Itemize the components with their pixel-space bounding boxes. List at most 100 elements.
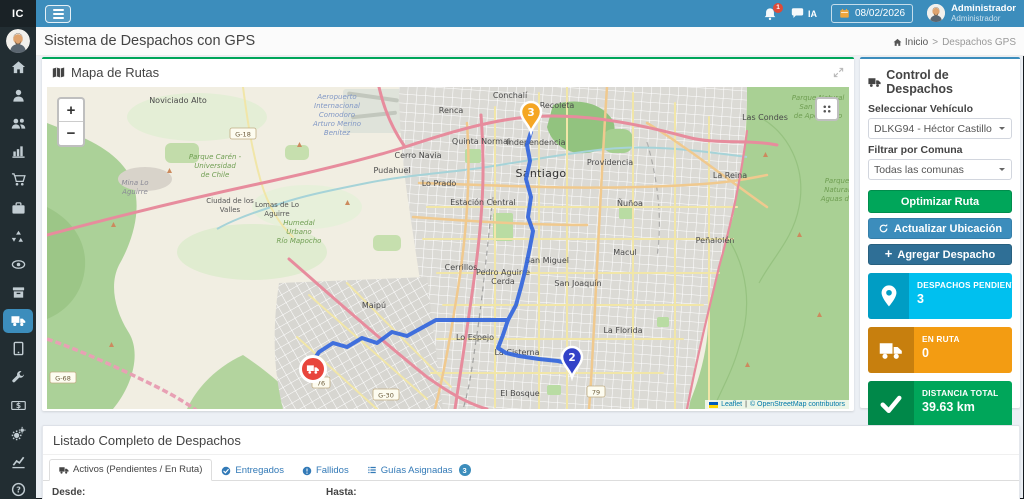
sidebar-item-finance[interactable] <box>0 391 36 419</box>
user-name: Administrador <box>951 3 1016 15</box>
question-icon <box>11 482 26 497</box>
breadcrumb-current: Despachos GPS <box>942 37 1016 48</box>
sidebar-item-settings[interactable] <box>0 419 36 447</box>
sidebar-item-reports[interactable] <box>0 138 36 166</box>
comuna-select[interactable]: Todas las comunas <box>868 159 1012 180</box>
breadcrumb-separator: > <box>932 37 939 48</box>
map-label: Río Mapocho <box>277 237 322 245</box>
sidebar-item-purchases[interactable] <box>0 194 36 222</box>
tablet-icon <box>11 341 26 356</box>
sidebar-nav <box>0 27 36 499</box>
chat-icon <box>791 7 804 20</box>
map-label: Arturo Merino <box>312 120 361 128</box>
tab-failed[interactable]: Fallidos <box>293 461 358 481</box>
user-menu[interactable]: Administrador Administrador <box>927 3 1016 24</box>
archive-icon <box>11 285 26 300</box>
zoom-out-button[interactable]: − <box>66 125 76 142</box>
sidebar-toggle-button[interactable] <box>45 4 71 23</box>
optimize-route-button[interactable]: Optimizar Ruta <box>868 190 1012 213</box>
sidebar-avatar[interactable] <box>6 29 30 53</box>
notifications-button[interactable]: 1 <box>763 2 783 21</box>
sidebar-item-help[interactable] <box>0 476 36 499</box>
dispatch-control-panel: Control de Despachos Seleccionar Vehícul… <box>860 57 1020 427</box>
tab-assigned-guides[interactable]: Guías Asignadas 3 <box>358 460 480 481</box>
dispatch-list-card: Listado Completo de Despachos Activos (P… <box>42 425 1020 499</box>
svg-text:3: 3 <box>527 107 534 119</box>
stat-label: DESPACHOS PENDIENT... <box>917 280 1012 290</box>
sidebar-item-home[interactable] <box>0 53 36 81</box>
map-card: Mapa de Rutas <box>42 57 854 411</box>
date-range-row: Desde: Hasta: <box>43 481 1019 499</box>
pin-icon <box>868 273 910 319</box>
map-label: Comodoro <box>319 111 355 119</box>
ai-label: IA <box>808 8 817 19</box>
map-label: Lo Espejo <box>456 333 494 342</box>
map-label: Natural <box>824 186 849 194</box>
map-label: Aguirre <box>264 210 289 218</box>
to-label: Hasta: <box>326 487 357 498</box>
gears-icon <box>11 426 26 441</box>
ai-assistant-button[interactable]: IA <box>791 7 817 20</box>
marker-vehicle[interactable] <box>299 355 327 383</box>
marker-stop-3[interactable]: 3 <box>519 100 543 137</box>
map-label: La Florida <box>603 326 642 335</box>
map-label: Cerrillos <box>445 263 478 272</box>
sidebar-item-monitoring[interactable] <box>0 250 36 278</box>
tab-delivered[interactable]: Entregados <box>212 461 293 481</box>
map-label: Universidad <box>194 162 236 170</box>
map-label: Ñuñoa <box>617 198 643 208</box>
map-label: Pedro Aguirre <box>476 268 530 277</box>
sidebar-item-devices[interactable] <box>0 335 36 363</box>
osm-link[interactable]: © OpenStreetMap contributors <box>749 401 845 408</box>
route-polyline[interactable] <box>311 130 573 366</box>
map-label: Aguirre <box>121 188 148 196</box>
app-logo[interactable]: IC <box>0 0 36 27</box>
sidebar-item-analytics[interactable] <box>0 448 36 476</box>
map-label: Parque <box>825 177 849 185</box>
cart-icon <box>11 172 26 187</box>
sidebar-item-inventory[interactable] <box>0 279 36 307</box>
map-label: La Cisterna <box>494 348 539 357</box>
sidebar-item-dispatch-gps[interactable] <box>0 307 36 335</box>
avatar <box>927 4 946 23</box>
breadcrumb-home[interactable]: Inicio <box>893 37 928 48</box>
map-label: Peñalolén <box>696 235 735 245</box>
sidebar-item-clients[interactable] <box>0 81 36 109</box>
map-canvas[interactable]: G-18 G-68 76 G-30 79 Noviciado Alto Renc… <box>47 87 849 409</box>
vehicle-select-label: Seleccionar Vehículo <box>868 103 974 115</box>
check-icon <box>868 381 914 427</box>
map-icon <box>52 66 65 79</box>
tab-active-dispatches[interactable]: Activos (Pendientes / En Ruta) <box>49 459 213 481</box>
date-picker[interactable]: 08/02/2026 <box>831 4 914 23</box>
sidebar-item-maintenance[interactable] <box>0 363 36 391</box>
map-label: de Chile <box>201 171 230 179</box>
map-layers-control[interactable] <box>815 97 839 121</box>
update-location-button[interactable]: Actualizar Ubicación <box>868 218 1012 239</box>
truck-icon <box>868 327 914 373</box>
comuna-filter-label: Filtrar por Comuna <box>868 144 963 156</box>
zoom-in-button[interactable]: + <box>59 99 83 122</box>
marker-stop-2[interactable]: 2 <box>560 345 584 382</box>
truck-icon <box>868 75 881 89</box>
stat-label: EN RUTA <box>922 334 960 344</box>
add-dispatch-button[interactable]: + Agregar Despacho <box>868 244 1012 265</box>
refresh-icon <box>878 223 889 234</box>
recycle-icon <box>11 229 26 244</box>
map-zoom-control: + − <box>57 97 85 147</box>
sidebar-item-sales[interactable] <box>0 166 36 194</box>
control-panel-header: Control de Despachos <box>868 68 1012 96</box>
vehicle-select[interactable]: DLKG94 - Héctor Castillo <box>868 118 1012 139</box>
user-icon <box>11 88 26 103</box>
stat-value: 3 <box>917 292 924 306</box>
user-role: Administrador <box>951 14 1001 24</box>
map-label: Valles <box>220 206 241 214</box>
bar-chart-icon <box>11 144 26 159</box>
map-card-header: Mapa de Rutas <box>42 59 854 85</box>
leaflet-link[interactable]: Leaflet <box>721 401 743 408</box>
map-label: Mina Lo <box>121 179 148 187</box>
sidebar-item-team[interactable] <box>0 109 36 137</box>
stat-pending-dispatches: DESPACHOS PENDIENT... 3 <box>868 273 1012 319</box>
map-label: Estación Central <box>450 197 516 207</box>
expand-button[interactable] <box>833 67 844 78</box>
sidebar-item-recycling[interactable] <box>0 222 36 250</box>
